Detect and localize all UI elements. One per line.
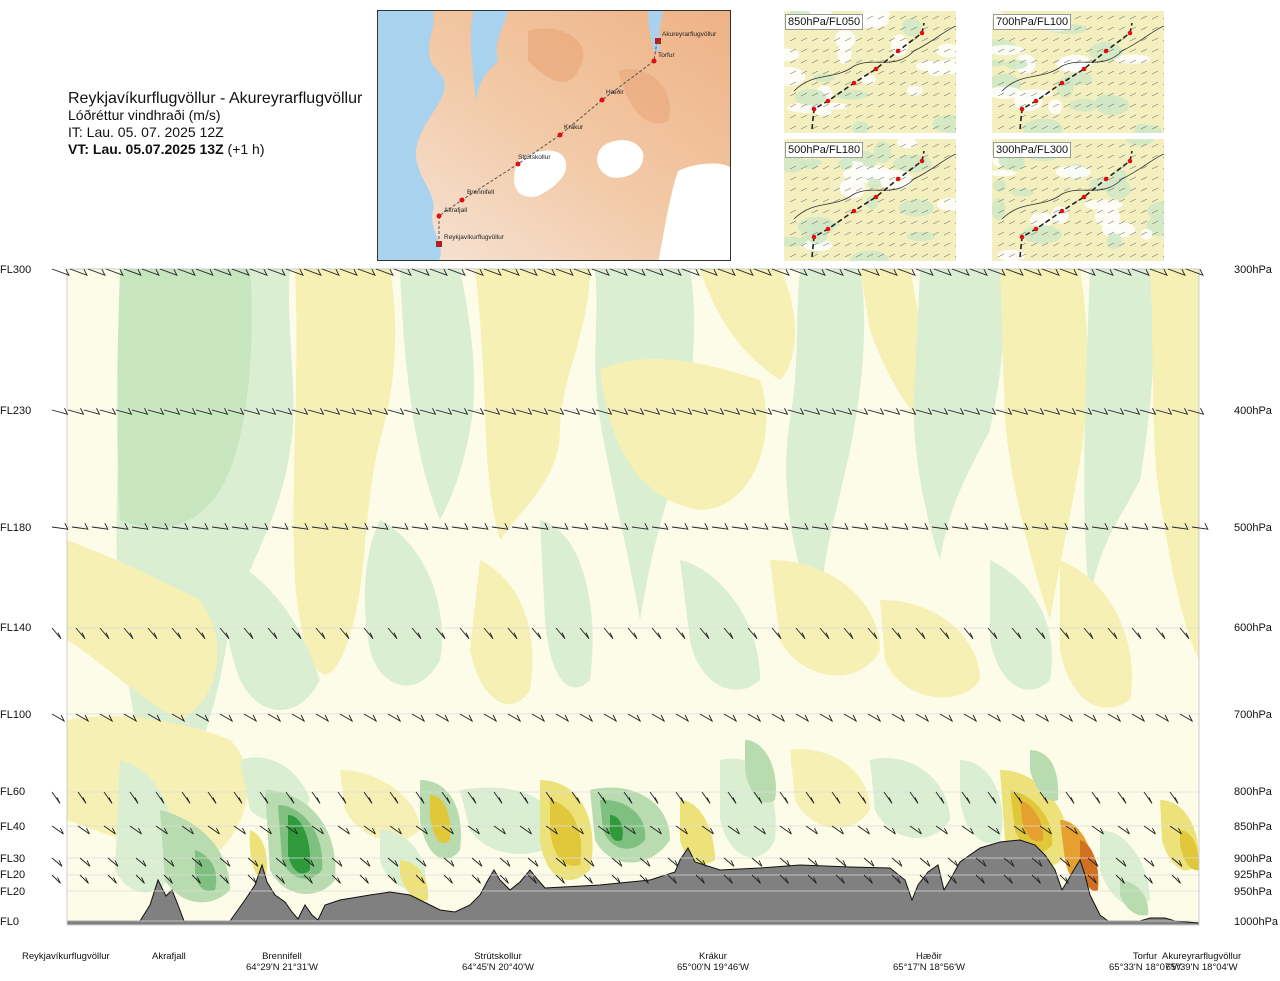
- loc-krakur: Krákur 65°00'N 19°46'W: [677, 951, 749, 973]
- loc-haedir-coord: 65°17'N 18°56'W: [893, 962, 965, 973]
- valid-time-main: VT: Lau. 05.07.2025 13Z: [68, 141, 224, 157]
- loc-haedir: Hæðir 65°17'N 18°56'W: [893, 951, 965, 973]
- mini-map-850-label: 850hPa/FL050: [785, 14, 864, 30]
- mini-map-300-svg: [992, 139, 1164, 261]
- loc-akureyri-coord: 65°39'N 18°04'W: [1165, 962, 1238, 973]
- mini-map-700: 700hPa/FL100: [992, 11, 1164, 133]
- fl-label-180: FL180: [0, 522, 32, 534]
- fl-label-140: FL140: [0, 622, 32, 634]
- loc-haedir-name: Hæðir: [916, 951, 942, 962]
- mini-map-700-label: 700hPa/FL100: [993, 14, 1072, 30]
- loc-strutskollur-name: Strútskollur: [474, 951, 522, 962]
- loc-krakur-name: Krákur: [698, 951, 727, 962]
- plot-frame: [66, 268, 1200, 926]
- glacier-hofsjokull: [597, 140, 644, 178]
- map-label-brennifell: Brennifell: [467, 189, 495, 196]
- map-label-krakur: Krákur: [564, 124, 584, 131]
- hpa-label-950: 950hPa: [1234, 886, 1272, 898]
- hpa-label-300: 300hPa: [1234, 264, 1272, 276]
- route-line: [438, 40, 658, 244]
- glacier-vatnajokull: [658, 163, 730, 260]
- hpa-label-500: 500hPa: [1234, 522, 1272, 534]
- hpa-label-600: 600hPa: [1234, 622, 1272, 634]
- loc-strutskollur-coord: 64°45'N 20°40'W: [462, 962, 534, 973]
- issue-time: IT: Lau. 05. 07. 2025 12Z: [68, 124, 224, 140]
- vertical-wind-field: [67, 269, 1199, 916]
- route-inset-map: Akureyrarflugvöllur Torfur Hæðir Krákur …: [377, 10, 731, 261]
- mini-map-300: 300hPa/FL300: [992, 139, 1164, 261]
- hpa-label-700: 700hPa: [1234, 709, 1272, 721]
- route-title: Reykjavíkurflugvöllur - Akureyrarflugvöl…: [68, 90, 363, 107]
- glacier-langjokull: [514, 150, 567, 197]
- fl-label-20b: FL20: [0, 886, 26, 898]
- map-label-strutskollur: Strútskollur: [518, 154, 551, 161]
- route-points: [436, 38, 661, 247]
- valid-offset: (+1 h): [227, 141, 265, 157]
- loc-reykjavik: Reykjavíkurflugvöllur: [22, 951, 110, 962]
- loc-akureyri-name: Akureyrarflugvöllur: [1162, 951, 1242, 962]
- map-label-torfur: Torfur: [658, 52, 675, 59]
- loc-torfur: Torfur 65°33'N 18°07'W: [1109, 951, 1181, 973]
- mini-map-850-svg: [784, 11, 956, 133]
- map-label-reykjavik: Reykjavíkurflugvöllur: [444, 234, 505, 241]
- valid-time: VT: Lau. 05.07.2025 13Z (+1 h): [68, 141, 362, 158]
- wind-barbs: [51, 268, 1209, 884]
- fl-label-300: FL300: [0, 264, 32, 276]
- airport-marker-akureyri: [655, 38, 661, 44]
- loc-brennifell-coord: 64°29'N 21°31'W: [246, 962, 318, 973]
- route-map-svg: Akureyrarflugvöllur Torfur Hæðir Krákur …: [378, 11, 730, 260]
- loc-akrafjall-name: Akrafjall: [152, 951, 186, 962]
- map-label-haedir: Hæðir: [606, 88, 625, 96]
- fl-label-0: FL0: [0, 916, 19, 928]
- airport-marker-reykjavik: [436, 241, 442, 247]
- loc-krakur-coord: 65°00'N 19°46'W: [677, 962, 749, 973]
- map-label-akureyri: Akureyrarflugvöllur: [662, 31, 717, 38]
- mini-map-500-label: 500hPa/FL180: [785, 142, 864, 158]
- map-label-akrafjall: Akrafjall: [444, 207, 468, 214]
- mini-map-300-label: 300hPa/FL300: [993, 142, 1072, 158]
- fl-label-100: FL100: [0, 709, 32, 721]
- fl-label-60: FL60: [0, 786, 26, 798]
- fl-label-20a: FL20: [0, 869, 26, 881]
- title-block: Reykjavíkurflugvöllur - Akureyrarflugvöl…: [68, 90, 362, 158]
- mini-map-500-svg: [784, 139, 956, 261]
- hpa-label-925: 925hPa: [1234, 869, 1272, 881]
- hpa-label-1000: 1000hPa: [1234, 916, 1279, 928]
- hpa-label-400: 400hPa: [1234, 405, 1272, 417]
- mini-map-850: 850hPa/FL050: [784, 11, 956, 133]
- variable-title: Lóðréttur vindhraði (m/s): [68, 107, 221, 123]
- loc-torfur-coord: 65°33'N 18°07'W: [1109, 962, 1181, 973]
- loc-brennifell-name: Brennifell: [262, 951, 302, 962]
- fl-label-230: FL230: [0, 405, 32, 417]
- hpa-label-800: 800hPa: [1234, 786, 1272, 798]
- loc-akureyri: Akureyrarflugvöllur 65°39'N 18°04'W: [1162, 951, 1241, 973]
- fl-label-30: FL30: [0, 853, 26, 865]
- mini-map-500: 500hPa/FL180: [784, 139, 956, 261]
- loc-akrafjall: Akrafjall: [152, 951, 186, 962]
- fl-label-40: FL40: [0, 821, 26, 833]
- loc-strutskollur: Strútskollur 64°45'N 20°40'W: [462, 951, 534, 973]
- loc-reykjavik-name: Reykjavíkurflugvöllur: [22, 951, 110, 962]
- loc-brennifell: Brennifell 64°29'N 21°31'W: [246, 951, 318, 973]
- loc-torfur-name: Torfur: [1132, 951, 1158, 962]
- terrain-profile: [67, 839, 1199, 925]
- hpa-label-900: 900hPa: [1234, 853, 1272, 865]
- hpa-label-850: 850hPa: [1234, 821, 1272, 833]
